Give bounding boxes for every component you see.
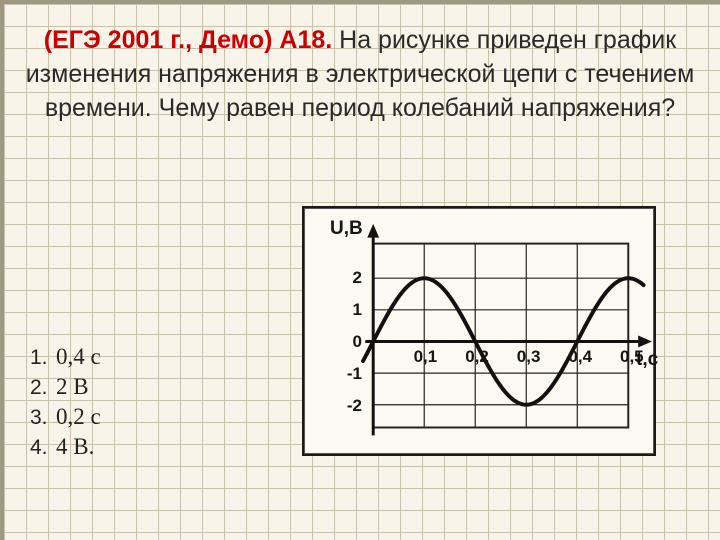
answer-option-1: 1. 0,4 с bbox=[30, 344, 101, 370]
answer-number: 3. bbox=[30, 406, 56, 430]
answer-text: 0,4 с bbox=[56, 344, 101, 370]
answer-option-3: 3. 0,2 с bbox=[30, 404, 101, 430]
answer-number: 2. bbox=[30, 376, 56, 400]
answer-text: 0,2 с bbox=[56, 404, 101, 430]
answer-number: 1. bbox=[30, 346, 56, 370]
y-tick-label: 0 bbox=[353, 332, 362, 352]
y-tick-label: -1 bbox=[347, 364, 362, 384]
answer-text: 4 В. bbox=[56, 434, 94, 460]
x-tick-label: 0,5 bbox=[620, 347, 644, 367]
y-tick-label: 2 bbox=[353, 268, 362, 288]
question-header: (ЕГЭ 2001 г., Демо) А18. На рисунке прив… bbox=[20, 24, 700, 125]
answer-text: 2 В bbox=[56, 374, 89, 400]
answer-option-2: 2. 2 В bbox=[30, 374, 101, 400]
y-tick-label: 1 bbox=[353, 300, 362, 320]
x-tick-label: 0,2 bbox=[465, 347, 489, 367]
answer-option-4: 4. 4 В. bbox=[30, 434, 101, 460]
x-tick-label: 0,1 bbox=[414, 347, 438, 367]
chart-grid bbox=[373, 244, 628, 428]
y-tick-label: -2 bbox=[347, 396, 362, 416]
chart-axes bbox=[365, 224, 652, 436]
answer-number: 4. bbox=[30, 436, 56, 460]
question-source-tag: (ЕГЭ 2001 г., Демо) А18. bbox=[44, 26, 339, 54]
answers-list: 1. 0,4 с 2. 2 В 3. 0,2 с 4. 4 В. bbox=[30, 344, 101, 464]
x-tick-label: 0,4 bbox=[568, 347, 592, 367]
voltage-time-chart: U,B t,c 210-1-2 0,10,20,30,40,5 bbox=[302, 206, 656, 456]
y-axis-label: U,B bbox=[330, 218, 363, 240]
x-tick-label: 0,3 bbox=[517, 347, 541, 367]
